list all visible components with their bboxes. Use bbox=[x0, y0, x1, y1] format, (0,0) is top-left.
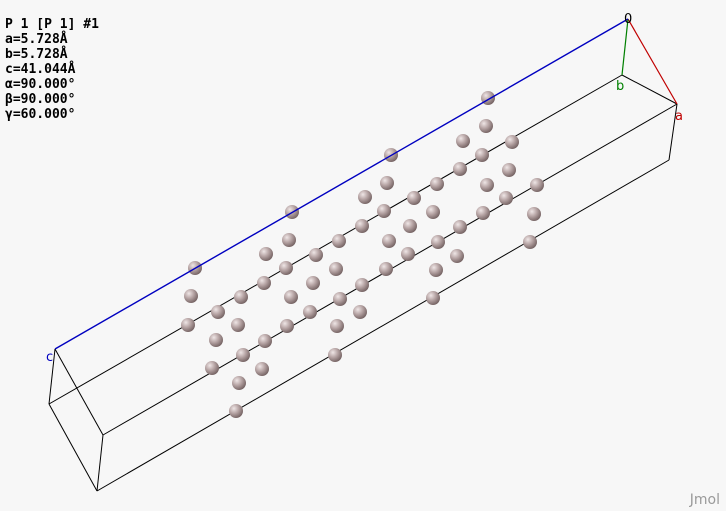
atom[interactable] bbox=[209, 333, 223, 347]
cell-beta-label: β=90.000° bbox=[5, 92, 76, 107]
atom[interactable] bbox=[476, 206, 490, 220]
cell-gamma-label: γ=60.000° bbox=[5, 107, 76, 122]
axis-a-line bbox=[627, 18, 678, 105]
atom[interactable] bbox=[426, 291, 440, 305]
atom[interactable] bbox=[456, 134, 470, 148]
jmol-watermark: Jmol bbox=[689, 492, 720, 508]
atom[interactable] bbox=[229, 404, 243, 418]
atom[interactable] bbox=[355, 219, 369, 233]
atom[interactable] bbox=[211, 305, 225, 319]
axis-a-label: a bbox=[675, 109, 683, 124]
atom[interactable] bbox=[181, 318, 195, 332]
atom[interactable] bbox=[257, 276, 271, 290]
axis-c-label: c bbox=[46, 350, 53, 365]
atom[interactable] bbox=[330, 319, 344, 333]
atom[interactable] bbox=[329, 262, 343, 276]
atom[interactable] bbox=[430, 177, 444, 191]
atom[interactable] bbox=[328, 348, 342, 362]
atom[interactable] bbox=[332, 234, 346, 248]
atom[interactable] bbox=[234, 290, 248, 304]
atom[interactable] bbox=[523, 235, 537, 249]
atom[interactable] bbox=[450, 249, 464, 263]
atom[interactable] bbox=[306, 276, 320, 290]
atom[interactable] bbox=[499, 191, 513, 205]
axis-b-line bbox=[621, 18, 629, 76]
atom[interactable] bbox=[505, 135, 519, 149]
atom[interactable] bbox=[401, 247, 415, 261]
atom[interactable] bbox=[284, 290, 298, 304]
atom[interactable] bbox=[232, 376, 246, 390]
atom[interactable] bbox=[355, 278, 369, 292]
atom[interactable] bbox=[453, 220, 467, 234]
cell-c-label: c=41.044Å bbox=[5, 62, 76, 77]
atom[interactable] bbox=[282, 233, 296, 247]
atom[interactable] bbox=[358, 190, 372, 204]
atom[interactable] bbox=[205, 361, 219, 375]
atoms-layer bbox=[181, 91, 544, 418]
atom[interactable] bbox=[258, 334, 272, 348]
atom[interactable] bbox=[231, 318, 245, 332]
atom[interactable] bbox=[480, 178, 494, 192]
atom[interactable] bbox=[403, 219, 417, 233]
atom[interactable] bbox=[426, 205, 440, 219]
atom[interactable] bbox=[479, 119, 493, 133]
structure-info: P 1 [P 1] #1 a=5.728Å b=5.728Å c=41.044Å… bbox=[5, 17, 99, 122]
atom[interactable] bbox=[309, 248, 323, 262]
atom[interactable] bbox=[431, 235, 445, 249]
atom[interactable] bbox=[259, 247, 273, 261]
atom[interactable] bbox=[333, 292, 347, 306]
crystal-axes: 0 a b c bbox=[46, 12, 683, 365]
atom[interactable] bbox=[377, 204, 391, 218]
atom[interactable] bbox=[353, 305, 367, 319]
atom[interactable] bbox=[380, 176, 394, 190]
cell-a-label: a=5.728Å bbox=[5, 32, 68, 47]
atom[interactable] bbox=[280, 319, 294, 333]
cell-b-label: b=5.728Å bbox=[5, 47, 68, 62]
atom[interactable] bbox=[379, 262, 393, 276]
atom[interactable] bbox=[184, 289, 198, 303]
atom[interactable] bbox=[530, 178, 544, 192]
atom[interactable] bbox=[475, 148, 489, 162]
atom[interactable] bbox=[382, 234, 396, 248]
atom[interactable] bbox=[502, 163, 516, 177]
atom[interactable] bbox=[303, 305, 317, 319]
cell-alpha-label: α=90.000° bbox=[5, 77, 76, 92]
axis-b-label: b bbox=[616, 79, 624, 94]
axis-c-line bbox=[54, 18, 629, 350]
atom[interactable] bbox=[453, 162, 467, 176]
atom[interactable] bbox=[255, 362, 269, 376]
atom[interactable] bbox=[279, 261, 293, 275]
atom[interactable] bbox=[407, 191, 421, 205]
space-group-label: P 1 [P 1] #1 bbox=[5, 17, 99, 32]
origin-label: 0 bbox=[624, 12, 632, 27]
atom[interactable] bbox=[527, 207, 541, 221]
atom[interactable] bbox=[429, 263, 443, 277]
atom[interactable] bbox=[236, 348, 250, 362]
